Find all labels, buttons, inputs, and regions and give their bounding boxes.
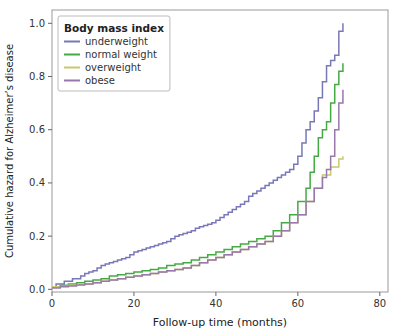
y-tick-label: 1.0: [29, 18, 45, 29]
y-tick: [48, 236, 52, 237]
legend-label: overweight: [85, 62, 141, 73]
legend-frame: [58, 16, 170, 91]
legend-label: obese: [85, 75, 115, 86]
y-tick-label: 0.2: [29, 231, 45, 242]
series-line: [52, 90, 343, 288]
legend-label: normal weight: [85, 49, 157, 60]
x-tick-label: 0: [49, 298, 55, 309]
x-tick: [379, 292, 380, 296]
plot-frame: [52, 10, 388, 292]
x-tick-label: 80: [373, 298, 386, 309]
x-tick: [215, 292, 216, 296]
series-group: [52, 23, 343, 288]
y-tick-label: 0.8: [29, 71, 45, 82]
y-axis-label: Cumulative hazard for Alzheimer’s diseas…: [4, 44, 15, 258]
y-tick: [48, 289, 52, 290]
series-line: [52, 63, 343, 286]
legend: Body mass index underweight normal weight o…: [58, 16, 170, 91]
legend-swatch: [64, 67, 80, 69]
series-line: [52, 23, 343, 286]
legend-swatch: [64, 54, 80, 56]
x-tick-label: 40: [210, 298, 223, 309]
x-tick: [297, 292, 298, 296]
legend-title: Body mass index: [64, 22, 164, 34]
chart: 0 20 40 60 80 0.0 0.2 0.4 0.6 0.8 1.0 Follow-up tim…: [0, 0, 400, 334]
y-tick: [48, 182, 52, 183]
x-tick-label: 60: [291, 298, 304, 309]
y-tick: [48, 76, 52, 77]
y-tick: [48, 23, 52, 24]
legend-swatch: [64, 80, 80, 82]
y-tick-label: 0.0: [29, 284, 45, 295]
y-tick-label: 0.6: [29, 124, 45, 135]
x-tick: [52, 292, 53, 296]
series-line: [52, 156, 343, 286]
x-tick-label: 20: [128, 298, 141, 309]
x-axis-label: Follow-up time (months): [153, 316, 287, 329]
x-tick: [133, 292, 134, 296]
y-tick-label: 0.4: [29, 177, 45, 188]
y-tick: [48, 129, 52, 130]
legend-label: underweight: [85, 36, 148, 47]
legend-swatch: [64, 41, 80, 43]
